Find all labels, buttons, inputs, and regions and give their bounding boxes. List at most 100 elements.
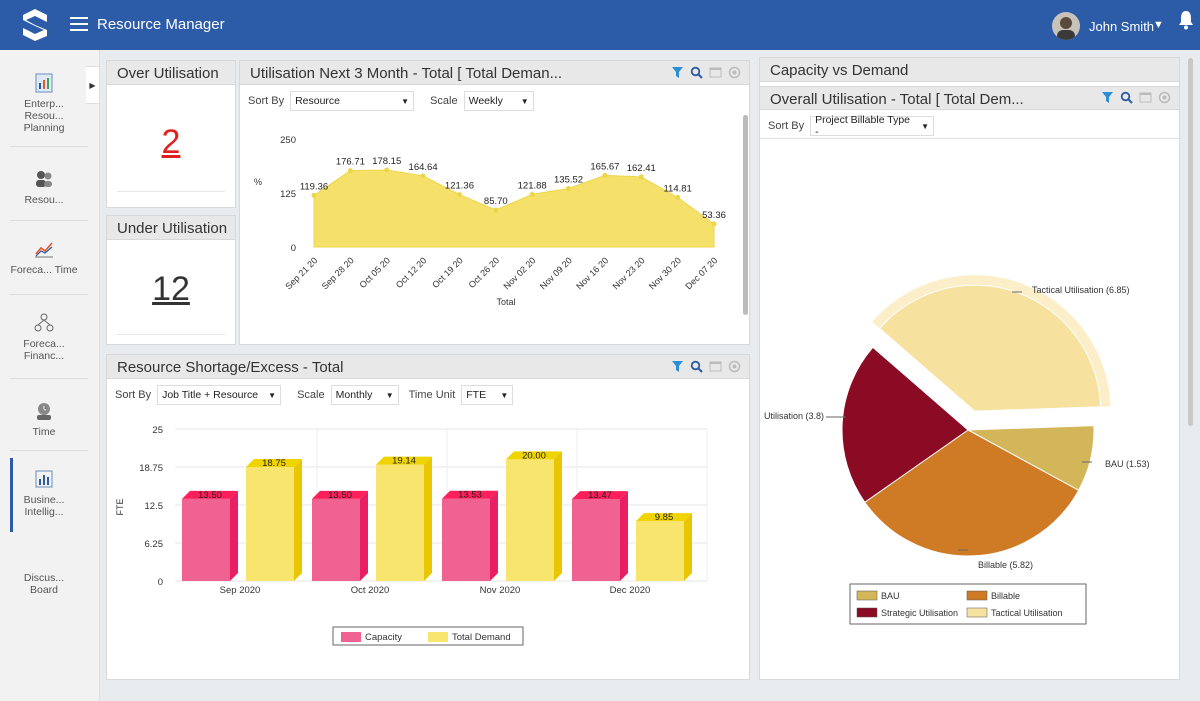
x-tick-label: Oct 2020 [351, 585, 390, 596]
data-label: 164.64 [409, 162, 438, 173]
under-utilisation-panel: Under Utilisation 12 [106, 215, 236, 345]
sidebar-item-enterprise-planning[interactable]: Enterp... Resou... Planning [10, 72, 78, 134]
search-icon[interactable] [690, 360, 703, 373]
window-icon[interactable] [709, 360, 722, 373]
filter-icon[interactable] [671, 360, 684, 373]
data-point [456, 192, 462, 198]
x-tick-label: Nov 09 20 [538, 255, 574, 291]
bar-capacity [572, 499, 620, 581]
user-name[interactable]: John Smith [1089, 19, 1155, 34]
bar-capacity [442, 498, 490, 581]
legend-label: Capacity [365, 632, 402, 643]
legend-label: Billable [991, 591, 1020, 601]
sidebar-collapse-toggle[interactable]: ▶ [86, 66, 100, 104]
window-icon[interactable] [1139, 91, 1152, 104]
chevron-down-icon: ▼ [268, 390, 277, 400]
chevron-down-icon: ▼ [401, 96, 410, 106]
x-tick-label: Oct 26 20 [467, 255, 502, 290]
chevron-down-icon[interactable]: ▼ [1153, 19, 1164, 31]
sidebar-item-forecast-time[interactable]: Foreca... Time [10, 238, 78, 276]
data-label: 178.15 [372, 156, 401, 167]
panel-title: Under Utilisation [107, 216, 235, 240]
data-point [347, 168, 353, 174]
search-icon[interactable] [690, 66, 703, 79]
data-label: 114.81 [663, 183, 691, 194]
sort-select[interactable]: Resource ▼ [290, 91, 415, 111]
scrollbar[interactable] [743, 115, 748, 315]
scale-select[interactable]: Weekly ▼ [463, 91, 534, 111]
sidebar-item-forecast-financial[interactable]: Foreca... Financ... [10, 312, 78, 362]
chart-doc-icon [35, 73, 53, 93]
sidebar-item-resources[interactable]: Resou... [10, 168, 78, 206]
settings-icon[interactable] [728, 360, 741, 373]
slice-label: Tactical Utilisation (6.85) [1032, 285, 1130, 295]
bell-icon[interactable] [1178, 10, 1194, 30]
sidebar-item-discussion-board[interactable]: Discus... Board [10, 572, 78, 596]
resource-shortage-panel: Resource Shortage/Excess - Total Sort By… [106, 354, 750, 680]
data-label: 119.36 [300, 181, 328, 192]
sidebar: Enterp... Resou... Planning Resou... For… [0, 50, 100, 701]
data-label: 165.67 [590, 161, 619, 172]
app-title: Resource Manager [97, 16, 225, 33]
sidebar-item-label: Discus... Board [23, 572, 65, 596]
data-point [529, 191, 535, 197]
settings-icon[interactable] [1158, 91, 1171, 104]
clock-people-icon [37, 403, 51, 420]
pie-slice-strategic-utilisation [841, 346, 969, 503]
bar-total-demand [246, 467, 294, 581]
data-point [711, 221, 717, 227]
x-tick-label: Nov 23 20 [611, 255, 647, 291]
filter-icon[interactable] [671, 66, 684, 79]
scale-select[interactable]: Monthly ▼ [330, 385, 399, 405]
legend-swatch [966, 590, 988, 601]
sidebar-item-time[interactable]: Time [10, 400, 78, 438]
sidebar-item-business-intelligence[interactable]: Busine... Intellig... [10, 458, 78, 532]
bar-side [490, 490, 498, 581]
data-point [638, 174, 644, 180]
y-tick-label: 18.75 [139, 463, 163, 474]
legend-label: Strategic Utilisation [881, 608, 958, 618]
bar-side [684, 513, 692, 581]
shortage-bar-chart: 0 6.25 12.5 18.75 25 FTE 13.50 18.75 Sep 2020 13.… [115, 425, 708, 646]
x-tick-label: Sep 2020 [220, 585, 261, 596]
data-label: 162.41 [627, 163, 656, 174]
time-unit-select[interactable]: FTE ▼ [461, 385, 514, 405]
chevron-down-icon: ▼ [500, 390, 509, 400]
bar-side [620, 491, 628, 581]
chevron-down-icon: ▼ [385, 390, 394, 400]
x-tick-label: Dec 2020 [610, 585, 651, 596]
panel-title: Capacity vs Demand [760, 58, 1179, 82]
avatar[interactable] [1052, 12, 1080, 40]
bar-side [294, 459, 302, 581]
legend-label: Total Demand [452, 632, 511, 643]
menu-icon[interactable] [70, 17, 88, 31]
under-utilisation-value[interactable]: 12 [152, 270, 190, 308]
panel-tools [1101, 91, 1171, 104]
bar-top [312, 490, 368, 499]
over-utilisation-value[interactable]: 2 [161, 123, 181, 161]
network-icon [34, 313, 54, 332]
bar-side [360, 490, 368, 581]
sort-select[interactable]: Job Title + Resource ▼ [157, 385, 282, 405]
data-label: 18.75 [262, 458, 286, 469]
settings-icon[interactable] [728, 66, 741, 79]
sort-select[interactable]: Project Billable Type - ▼ [810, 114, 935, 138]
over-utilisation-panel: Over Utilisation 2 [106, 60, 236, 208]
window-icon[interactable] [709, 66, 722, 79]
bar-capacity [182, 498, 230, 581]
bar-side [424, 456, 432, 581]
filter-icon[interactable] [1101, 91, 1114, 104]
bar-top [246, 459, 302, 467]
legend-swatch [966, 607, 988, 618]
sort-label: Sort By [768, 120, 805, 132]
search-icon[interactable] [1120, 91, 1133, 104]
y-axis-label: % [254, 177, 262, 187]
data-label: 135.52 [554, 174, 583, 185]
slice-label: Billable (5.82) [978, 560, 1033, 570]
legend-swatch [856, 590, 878, 601]
slice-label: Utilisation (3.8) [764, 411, 824, 421]
slice-label: BAU (1.53) [1105, 459, 1150, 469]
logo-icon[interactable] [22, 8, 48, 42]
bar-top [442, 490, 498, 499]
page-scrollbar[interactable] [1188, 58, 1193, 426]
